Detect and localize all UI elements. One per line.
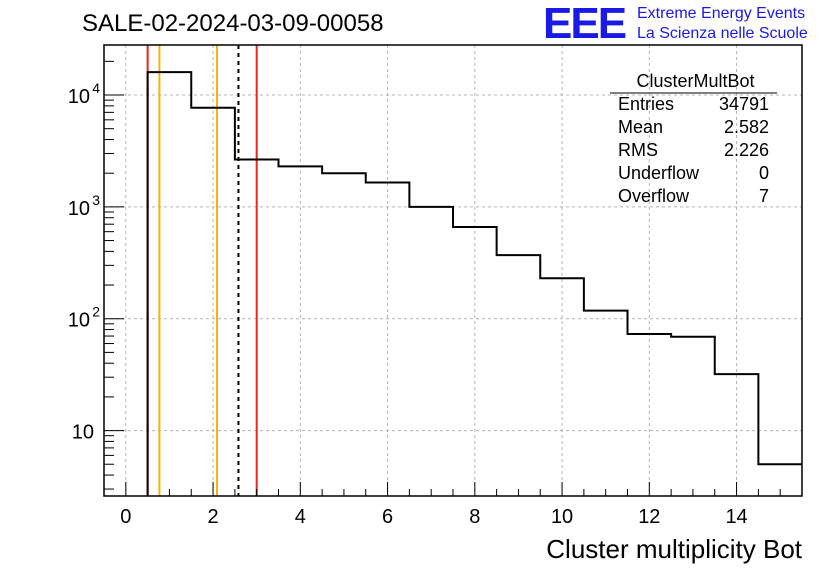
x-tick-label: 12	[638, 506, 660, 528]
y-tick-label: 10	[68, 198, 90, 220]
stats-row-label: Mean	[618, 117, 663, 137]
stats-row-value: 2.582	[724, 117, 769, 137]
histogram-outline	[146, 71, 802, 496]
stats-row-label: Underflow	[618, 163, 700, 183]
y-tick-label: 10	[72, 422, 94, 444]
stats-title: ClusterMultBot	[636, 71, 754, 91]
x-axis-title: Cluster multiplicity Bot	[546, 534, 803, 564]
histogram-bins	[146, 71, 802, 496]
x-tick-label: 2	[208, 506, 219, 528]
logo-line-1: Extreme Energy Events	[637, 5, 806, 22]
logo-line-2: La Scienza nelle Scuole	[637, 25, 808, 42]
x-tick-label: 4	[295, 506, 306, 528]
x-tick-label: 0	[120, 506, 131, 528]
stats-box: ClusterMultBot Entries 34791 Mean 2.582 RMS 2…	[610, 71, 777, 206]
y-tick-label: 10	[68, 310, 90, 332]
plot-frame	[103, 44, 803, 497]
x-tick-label: 10	[551, 506, 573, 528]
y-tick-exponent: 3	[92, 192, 100, 208]
x-tick-label: 8	[469, 506, 480, 528]
stats-row-value: 7	[759, 186, 769, 206]
y-tick-exponent: 4	[92, 80, 100, 96]
x-tick-label: 6	[382, 506, 393, 528]
y-tick-exponent: 2	[92, 304, 100, 320]
stats-row-value: 2.226	[724, 140, 769, 160]
stats-row-label: Entries	[618, 94, 674, 114]
grid	[104, 45, 802, 496]
stats-row-label: RMS	[618, 140, 658, 160]
stats-rows: Entries 34791 Mean 2.582 RMS 2.226 Underflow 0 O…	[618, 94, 769, 206]
stats-row-value: 34791	[719, 94, 769, 114]
chart-title: SALE-02-2024-03-09-00058	[82, 10, 384, 37]
y-tick-label: 10	[68, 86, 90, 108]
stats-row-label: Overflow	[618, 186, 690, 206]
x-tick-label: 14	[725, 506, 747, 528]
eee-logo-mark: EEE	[543, 0, 627, 48]
marker-lines	[146, 45, 258, 496]
stats-row-value: 0	[759, 163, 769, 183]
